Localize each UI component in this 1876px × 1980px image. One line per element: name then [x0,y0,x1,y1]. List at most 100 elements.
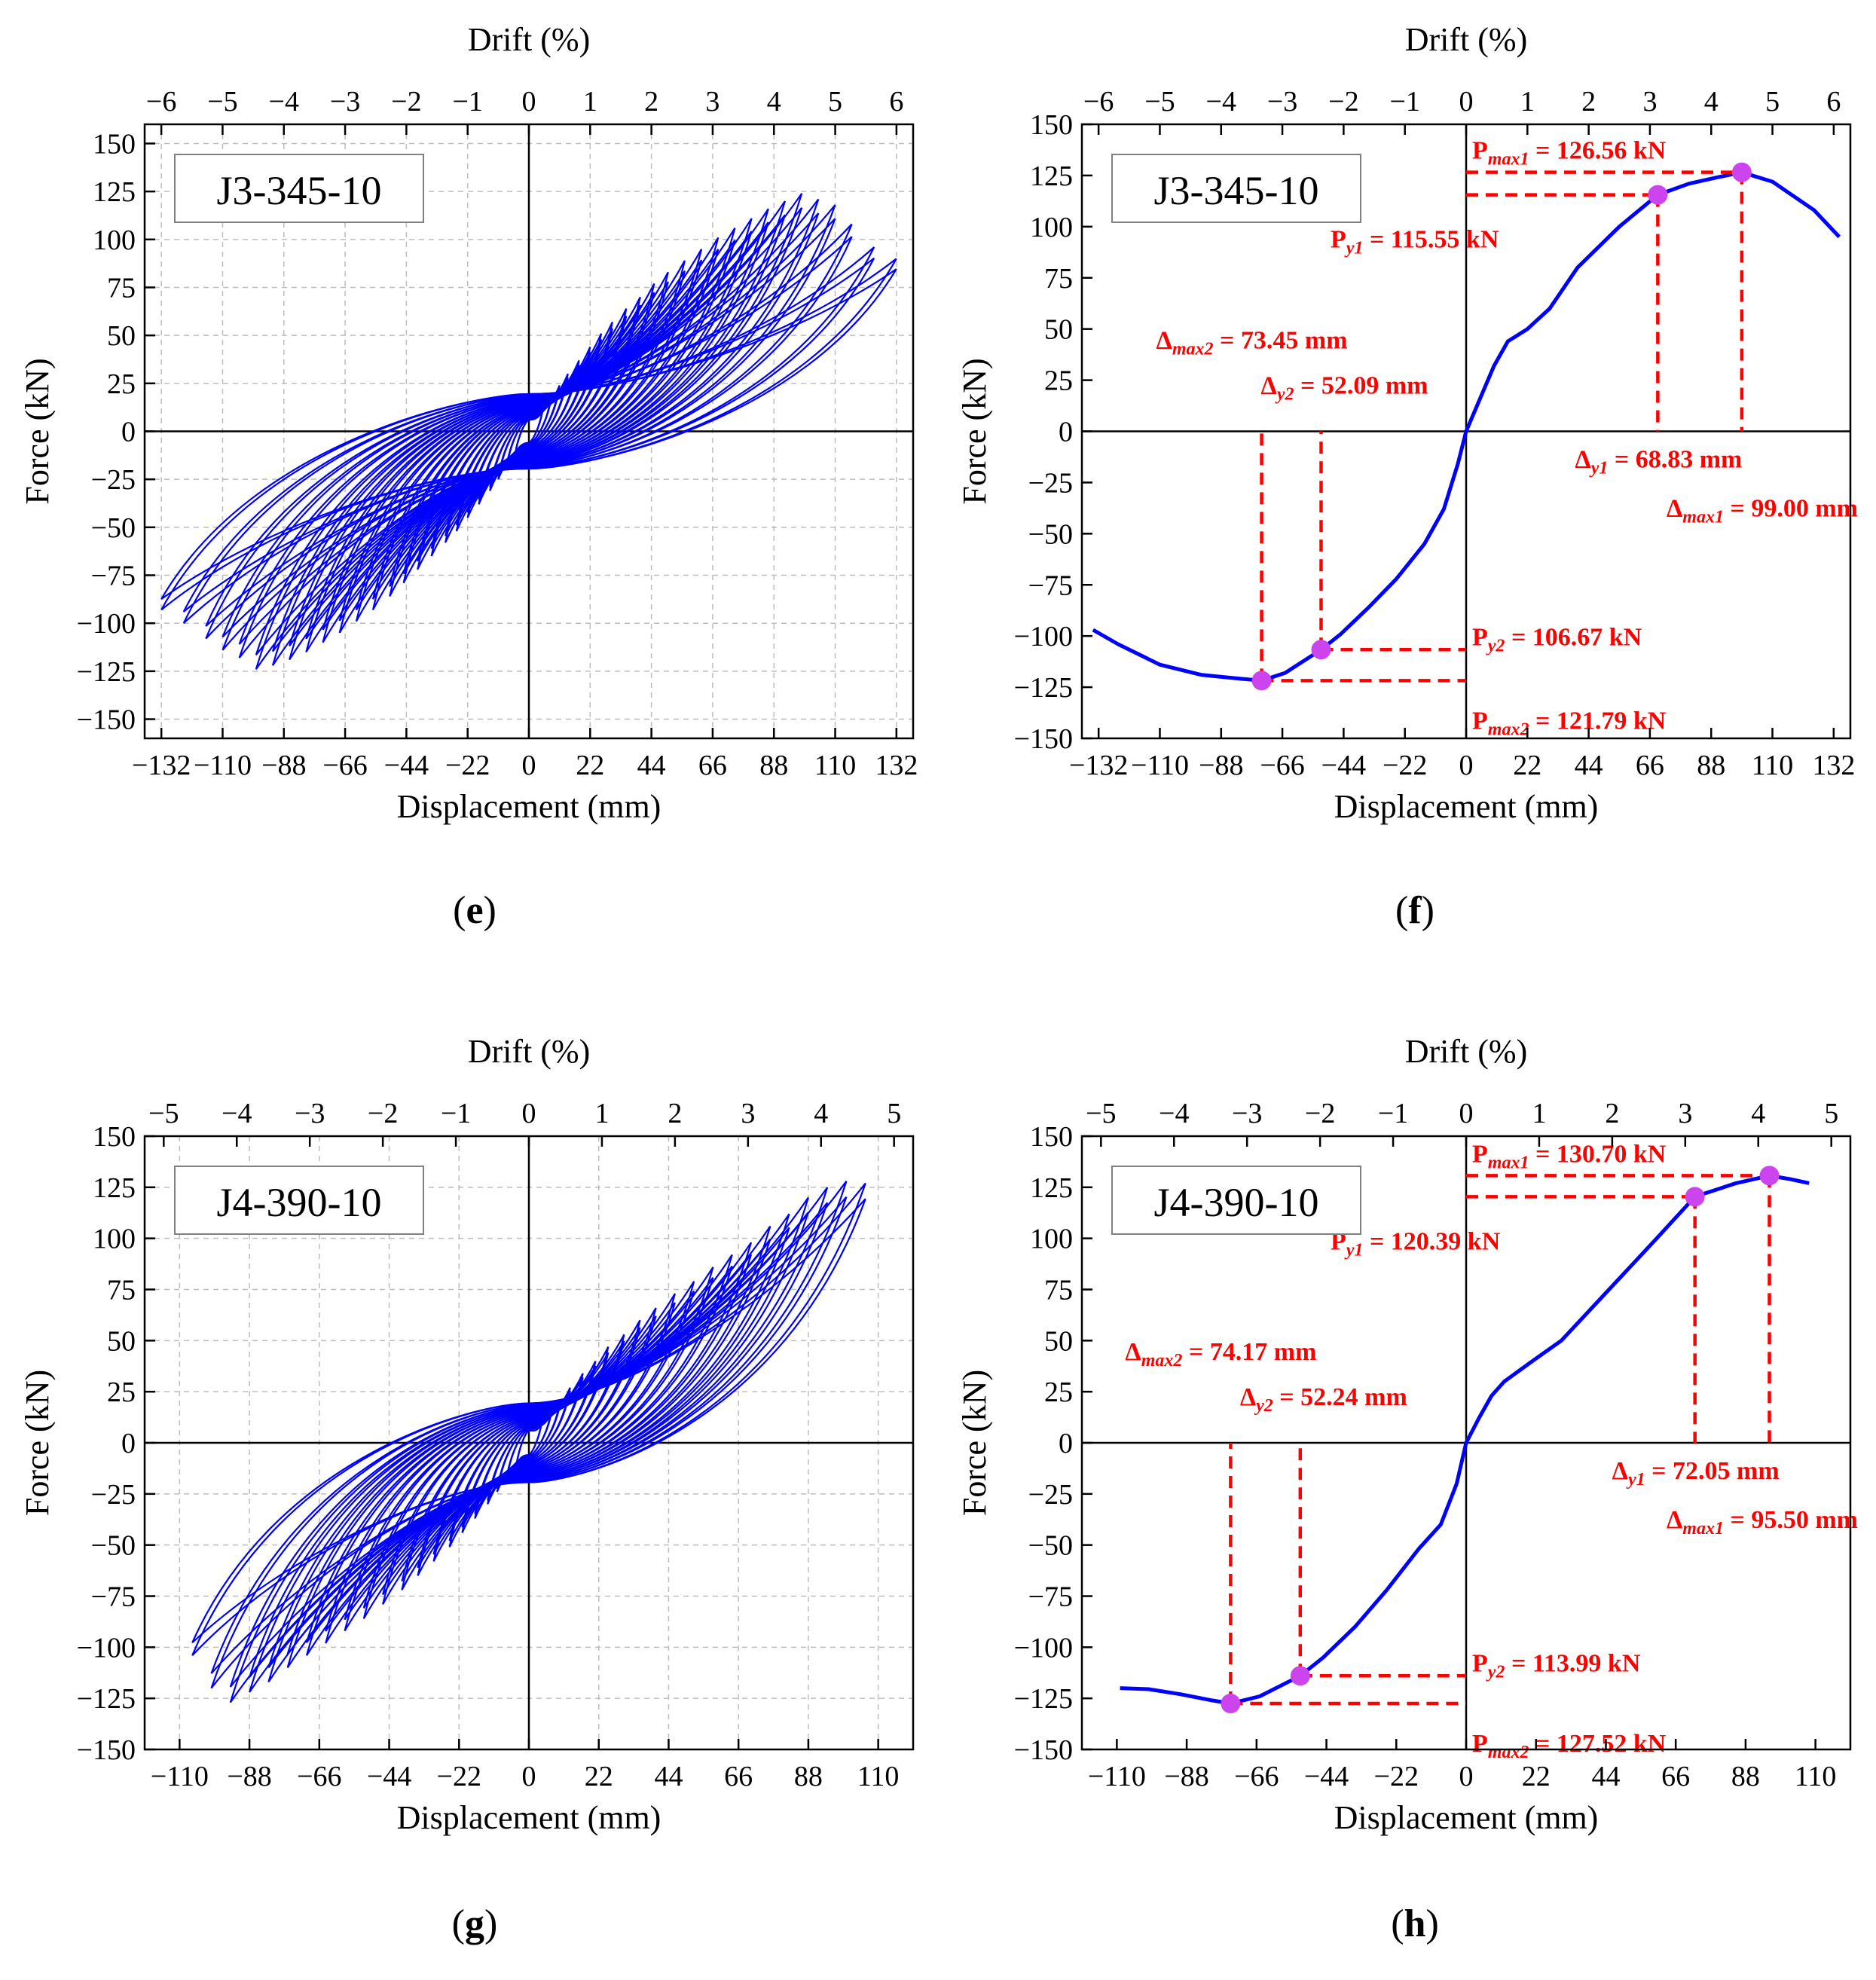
annotation-py1-value: = 120.39 kN [1363,1227,1500,1255]
annotation-py2-value: = 106.67 kN [1505,623,1642,651]
caption-paren: ) [484,1902,497,1945]
key-point-marker [1759,1166,1780,1186]
y-tick-label: 75 [107,1275,136,1306]
x2-tick-label: 6 [1826,86,1841,118]
x2-tick-label: 6 [889,86,903,118]
annotation-dy2-value: = 52.24 mm [1273,1383,1407,1411]
x2-tick-label: −4 [1206,86,1236,118]
y-tick-label: −50 [91,1530,136,1562]
annotation-py1: Py1 = 115.55 kN [1331,226,1499,258]
x-tick-label: 88 [794,1761,823,1792]
x2-tick-label: −3 [1267,86,1297,118]
x-tick-label: 88 [1731,1761,1760,1792]
y-tick-label: 50 [107,1325,136,1357]
sample-label: J3-345-10 [1111,154,1361,223]
panel-caption: (h) [1391,1902,1439,1945]
x-tick-label: 88 [759,750,788,781]
x-tick-label: −44 [367,1761,411,1792]
sample-label: J3-345-10 [174,154,424,223]
x-tick-label: 22 [585,1761,613,1792]
y-tick-label: 100 [93,225,136,256]
annotation-dmax1: Δmax1 = 95.50 mm [1667,1506,1858,1538]
y-tick-label: −75 [91,561,136,592]
y-tick-label: 50 [1044,314,1073,346]
y-tick-label: 0 [1059,1428,1073,1459]
x-tick-label: −22 [445,750,490,781]
x2-tick-label: 5 [1765,86,1780,118]
annotation-dy1: Δy1 = 72.05 mm [1612,1457,1780,1490]
plot-area [160,193,897,670]
x2-tick-label: 2 [668,1098,682,1129]
annotation-dmax1-subscript: max1 [1682,1519,1724,1538]
y-tick-label: 0 [121,1428,136,1459]
annotation-dy1-subscript: y1 [1589,459,1609,478]
y-axis-title: Force (kN) [19,358,56,504]
x-tick-label: −66 [1260,750,1304,781]
x2-tick-label: 4 [1704,86,1719,118]
sample-label-box [1111,154,1361,223]
y-tick-label: 50 [107,320,136,352]
caption-paren: ( [453,889,466,932]
x-tick-label: −22 [1383,750,1427,781]
x-tick-label: 132 [875,750,918,781]
x-tick-label: −110 [151,1761,209,1792]
x2-tick-label: −2 [368,1098,398,1129]
annotation-pmax2-value: = 121.79 kN [1529,707,1666,735]
sample-label-box [174,154,424,223]
x-tick-label: 66 [1661,1761,1690,1792]
x2-axis-title: Drift (%) [1405,1033,1528,1070]
annotation-dy2-symbol: Δ [1240,1383,1256,1411]
hysteresis-loop [487,1390,571,1501]
x2-tick-label: −6 [146,86,176,118]
x-tick-label: −110 [194,750,252,781]
x-tick-label: −88 [227,1761,271,1792]
hysteresis-loop [238,212,820,645]
y-tick-label: 25 [1044,1377,1073,1408]
annotation-dy1-symbol: Δ [1575,446,1590,474]
x-tick-label: 110 [1752,750,1794,781]
annotation-pmax2-subscript: max2 [1488,1743,1529,1762]
x-tick-label: 22 [576,750,604,781]
x-tick-label: −66 [1234,1761,1279,1792]
x-tick-label: −132 [132,750,191,781]
y-tick-label: −50 [91,512,136,544]
annotation-pmax2-subscript: max2 [1488,720,1529,739]
x2-tick-label: −5 [1144,86,1175,118]
chart-panel: J3-345-10−132 −110 −88 −66 −44 −22 0 22 44 66 88 11… [19,21,918,932]
annotation-pmax2-value: = 127.52 kN [1529,1730,1666,1758]
y-axis-title: Force (kN) [956,1370,993,1516]
annotation-dmax1: Δmax1 = 99.00 mm [1667,495,1858,527]
y-axis-title: Force (kN) [956,358,993,504]
y-tick-label: 125 [93,176,136,208]
y-tick-label: 75 [107,272,136,304]
x2-tick-label: 3 [1642,86,1657,118]
x2-tick-label: −2 [1328,86,1358,118]
x-axis-title: Displacement (mm) [397,1799,661,1836]
annotation-dmax2-subscript: max2 [1141,1351,1183,1370]
x2-axis-title: Drift (%) [468,1033,591,1070]
y-tick-label: 75 [1044,1275,1073,1306]
y-tick-label: 25 [107,1377,136,1408]
key-point-marker [1685,1187,1705,1207]
annotation-dmax2-symbol: Δ [1156,327,1172,355]
annotation-dmax1-symbol: Δ [1667,495,1682,523]
y-tick-label: −100 [77,608,136,640]
y-tick-label: −125 [1014,672,1073,704]
y-tick-label: −50 [1028,1530,1073,1562]
y-tick-label: 125 [1030,160,1073,192]
hysteresis-loop [160,268,897,600]
x-tick-label: −88 [1199,750,1243,781]
y-tick-label: 150 [93,128,136,160]
y-tick-label: −150 [77,704,136,736]
y-tick-label: 125 [1030,1172,1073,1204]
plot-area [191,1181,866,1703]
x2-tick-label: −3 [295,1098,325,1129]
x-tick-label: −66 [297,1761,341,1792]
annotation-py1-symbol: P [1331,226,1346,254]
annotation-py1: Py1 = 120.39 kN [1331,1227,1501,1260]
sample-label-box [174,1166,424,1235]
x2-axis-title: Drift (%) [1405,21,1528,58]
x-tick-label: 0 [522,750,536,781]
x2-tick-label: 1 [1532,1098,1546,1129]
